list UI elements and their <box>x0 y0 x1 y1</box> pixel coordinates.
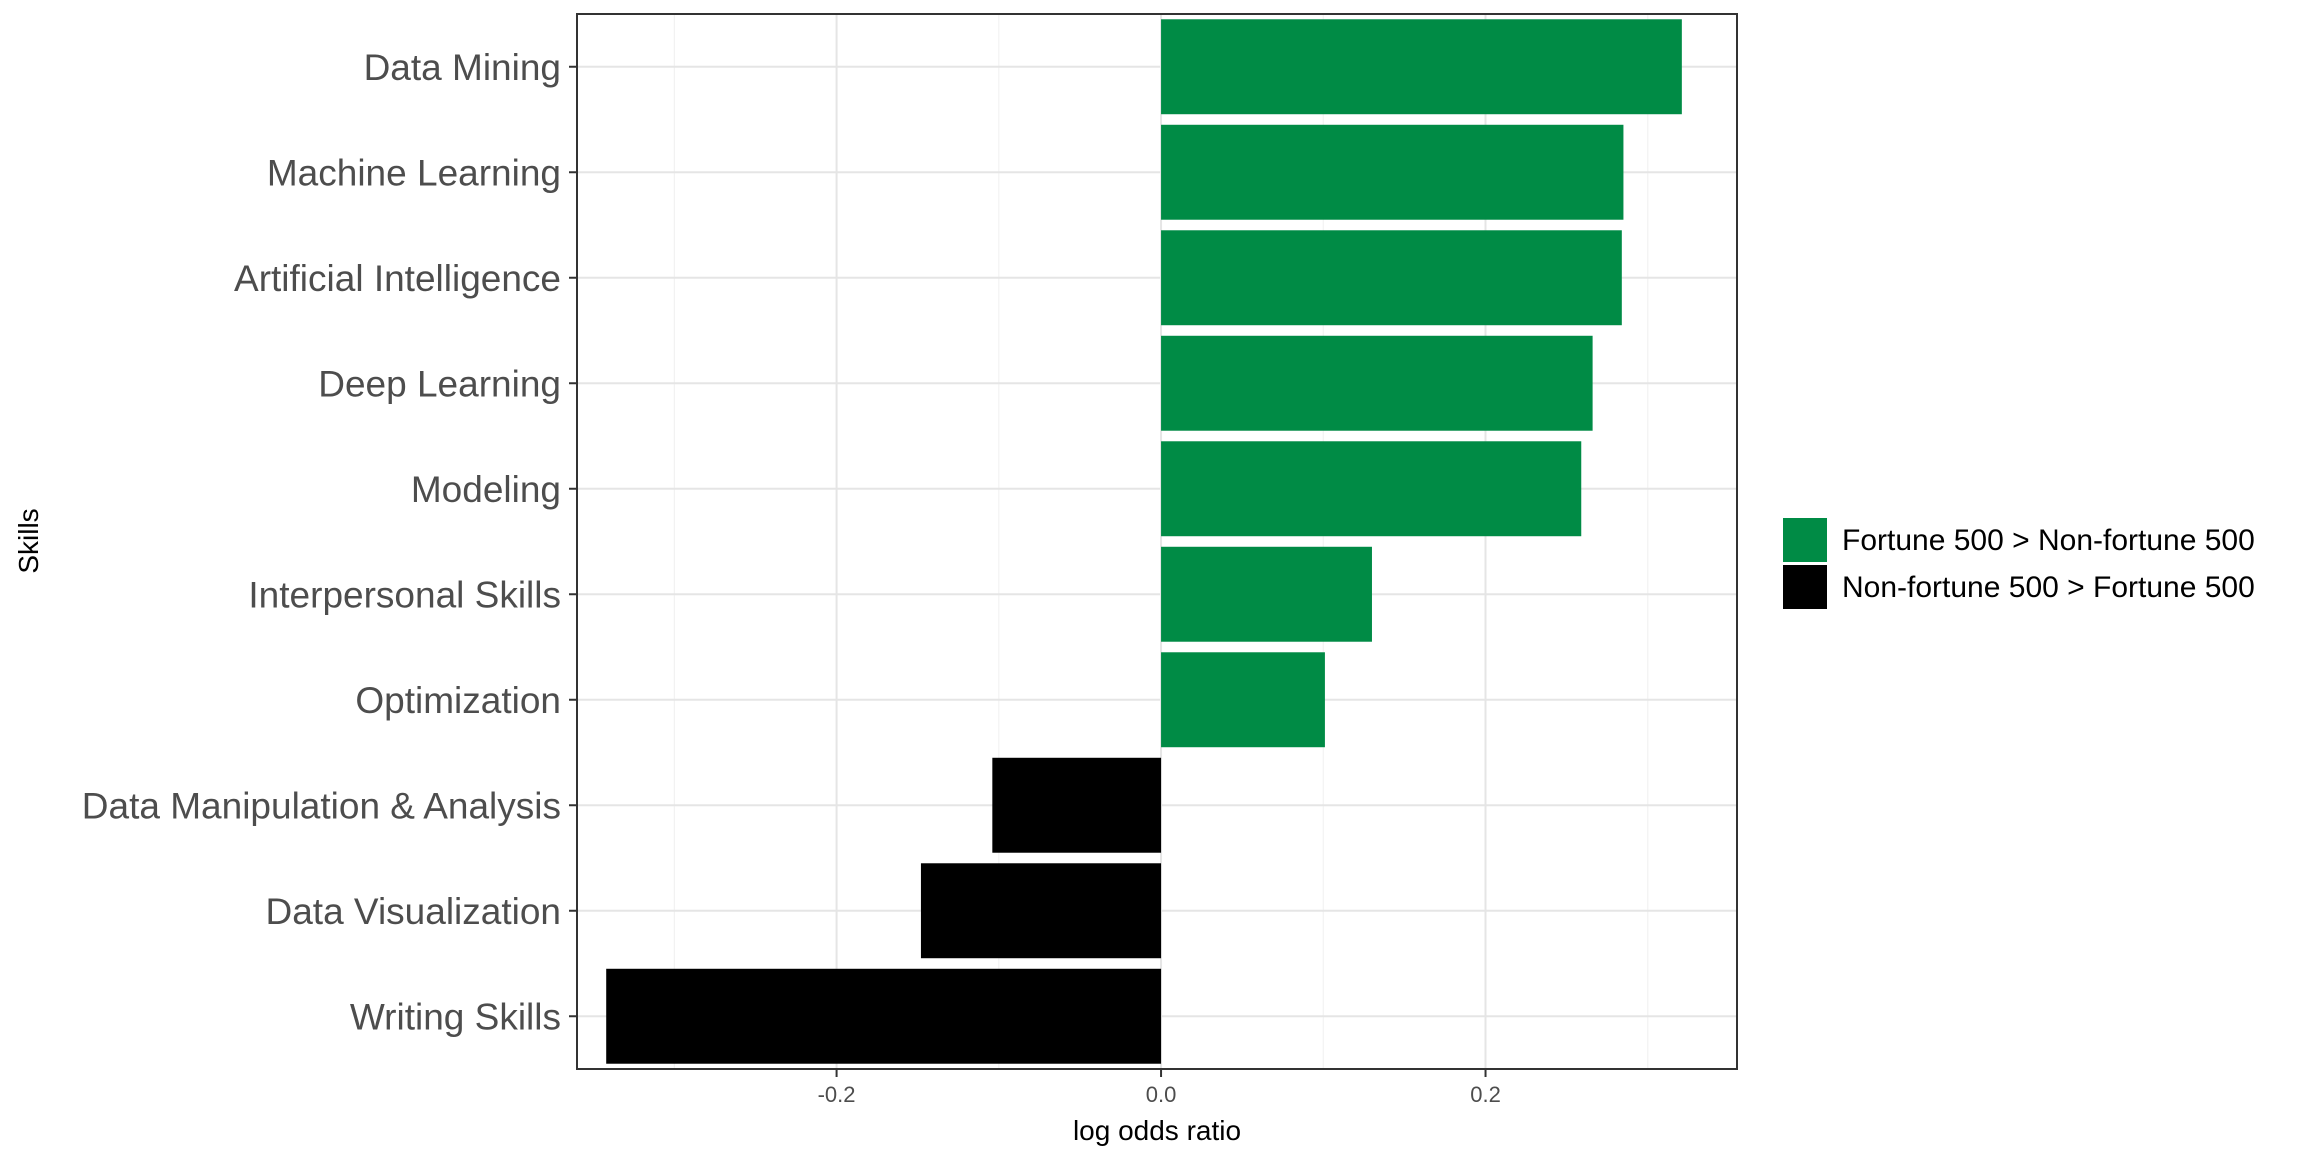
x-axis: -0.2 0.0 0.2 <box>818 1069 1501 1107</box>
bar <box>1161 652 1325 748</box>
bar <box>606 968 1162 1064</box>
bar <box>1161 19 1682 115</box>
y-tick-label: Deep Learning <box>318 363 561 404</box>
legend-swatch <box>1783 565 1827 609</box>
legend-swatch <box>1783 518 1827 562</box>
y-tick-label: Modeling <box>411 469 561 510</box>
x-tick-label: 0.0 <box>1146 1082 1177 1107</box>
bar <box>1161 441 1582 537</box>
y-axis: Data Mining Machine Learning Artificial In… <box>82 47 577 1037</box>
bar <box>1161 335 1593 431</box>
y-tick-label: Machine Learning <box>267 152 561 193</box>
bar <box>1161 546 1372 642</box>
y-tick-label: Artificial Intelligence <box>234 258 561 299</box>
legend: Fortune 500 > Non-fortune 500 Non-fortune… <box>1783 518 2255 609</box>
legend-label: Non-fortune 500 > Fortune 500 <box>1842 571 2255 604</box>
plot-border <box>576 13 1738 1070</box>
legend-label: Fortune 500 > Non-fortune 500 <box>1842 524 2255 557</box>
y-tick-label: Data Mining <box>364 47 561 88</box>
bar <box>1161 124 1624 220</box>
bar <box>920 863 1162 959</box>
x-tick-label: -0.2 <box>818 1082 856 1107</box>
y-axis-title: Skills <box>13 508 44 573</box>
bar <box>992 757 1162 853</box>
y-tick-label: Data Manipulation & Analysis <box>82 785 561 826</box>
y-tick-label: Interpersonal Skills <box>248 574 561 615</box>
y-tick-label: Data Visualization <box>266 891 562 932</box>
y-tick-label: Optimization <box>355 680 561 721</box>
bar <box>1161 230 1622 326</box>
bars <box>606 19 1682 1064</box>
x-axis-title: log odds ratio <box>1073 1115 1241 1146</box>
y-tick-label: Writing Skills <box>350 996 561 1037</box>
x-tick-label: 0.2 <box>1470 1082 1501 1107</box>
